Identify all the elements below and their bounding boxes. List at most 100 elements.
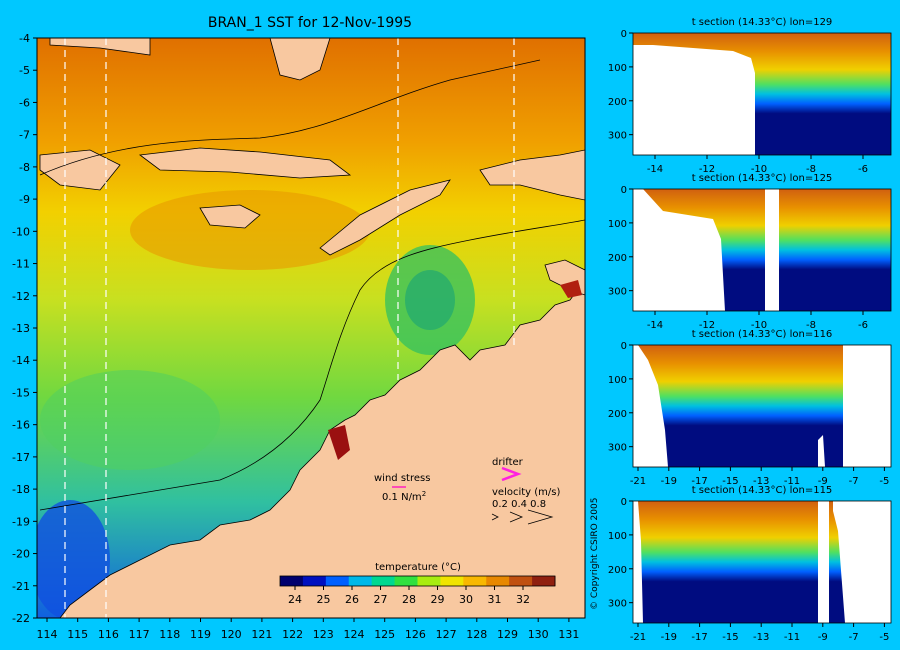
section-xtick-label: -12 — [699, 320, 715, 331]
section-xtick-label: -8 — [806, 320, 816, 331]
section-nodata — [633, 345, 891, 467]
lon-tick-label: 123 — [313, 628, 334, 641]
lat-tick-label: -12 — [12, 290, 30, 303]
colorbar-tick-label: 30 — [459, 593, 473, 606]
red-inlet — [328, 425, 350, 460]
section-xtick-label: -10 — [751, 164, 767, 175]
java-island — [49, 38, 151, 56]
colorbar-swatch — [463, 576, 487, 586]
colorbar-swatch — [417, 576, 441, 586]
colorbar-label: temperature (°C) — [375, 562, 461, 573]
lat-tick-label: -20 — [12, 548, 30, 561]
lon-tick-label: 130 — [528, 628, 549, 641]
section-xtick-label: -9 — [818, 632, 828, 643]
colorbar-swatch — [302, 576, 327, 586]
lon-tick-label: 120 — [221, 628, 242, 641]
shelf-contour — [39, 59, 585, 511]
lat-tick-label: -17 — [12, 451, 30, 464]
colorbar-tick-label: 28 — [402, 593, 416, 606]
colorbar-swatch — [280, 576, 304, 586]
longitude-axis: 114 115 116 117 118 119 120 121 122 123 124 125 126 1… — [37, 618, 579, 641]
lat-tick-label: -15 — [12, 386, 30, 399]
velocity-scale: 0.2 0.4 0.8 — [492, 499, 546, 510]
sumbawa-island — [39, 149, 121, 191]
section-xtick-label: -19 — [661, 632, 677, 643]
section-title: t section (14.33°C) lon=129 — [692, 17, 833, 28]
section-xtick-label: -6 — [858, 320, 868, 331]
wind-stress-scale: 0.1 N/m2 — [382, 490, 426, 503]
warm-patch — [130, 190, 370, 270]
section-ytick-label: 200 — [608, 253, 627, 264]
colorbar-tick-label: 25 — [317, 593, 331, 606]
australia-land — [59, 279, 585, 618]
colorbar-swatch — [325, 576, 350, 586]
section-xtick-label: -9 — [818, 476, 828, 487]
section-xtick-label: -13 — [753, 632, 769, 643]
lat-tick-label: -7 — [19, 129, 30, 142]
colorbar-swatch — [486, 576, 510, 586]
section-xtick-label: -19 — [661, 476, 677, 487]
section-title: t section (14.33°C) lon=125 — [692, 173, 833, 184]
lat-tick-label: -11 — [12, 258, 30, 271]
lon-tick-label: 122 — [282, 628, 303, 641]
lat-tick-label: -4 — [19, 32, 30, 45]
drifter-label: drifter — [492, 457, 524, 468]
section-ytick-label: 100 — [608, 375, 627, 386]
section-frame — [632, 500, 892, 624]
lat-tick-label: -10 — [12, 225, 30, 238]
section-ytick-label: 300 — [608, 443, 627, 454]
section-ytick-label: 100 — [608, 531, 627, 542]
sulawesi-island — [269, 38, 331, 81]
section-title: t section (14.33°C) lon=115 — [692, 485, 833, 496]
lat-tick-label: -18 — [12, 483, 30, 496]
wind-stress-label: wind stress — [374, 473, 430, 484]
section-xtick-label: -8 — [806, 164, 816, 175]
lon-tick-label: 127 — [436, 628, 457, 641]
section-nodata — [633, 189, 779, 311]
section-panel: t section (14.33°C) lon=125 0 100 200 300 -14… — [608, 173, 892, 331]
lat-tick-label: -13 — [12, 322, 30, 335]
colorbar-tick-label: 24 — [288, 593, 302, 606]
cool-eddy-core — [405, 270, 455, 330]
section-xtick-label: -12 — [699, 164, 715, 175]
lat-tick-label: -8 — [19, 161, 30, 174]
section-frame — [632, 188, 892, 312]
lon-tick-label: 124 — [344, 628, 365, 641]
section-xtick-label: -6 — [858, 164, 868, 175]
lat-tick-label: -5 — [19, 64, 30, 77]
banda-islands — [479, 149, 585, 201]
section-xtick-label: -17 — [691, 476, 707, 487]
colorbar-swatch — [371, 576, 396, 586]
colorbar-tick-label: 32 — [516, 593, 530, 606]
latitude-axis: -4 -5 -6 -7 -8 -9 -10 -11 -12 -13 -14 -15 -16 -17 -18 -… — [12, 32, 37, 625]
section-xtick-label: -15 — [722, 476, 738, 487]
section-ytick-label: 0 — [621, 185, 627, 196]
section-frame — [632, 344, 892, 468]
colorbar-swatch — [509, 576, 533, 586]
section-ytick-label: 300 — [608, 287, 627, 298]
lon-tick-label: 118 — [159, 628, 180, 641]
section-xtick-label: -13 — [753, 476, 769, 487]
section-xtick-label: -5 — [879, 476, 889, 487]
map-title: BRAN_1 SST for 12-Nov-1995 — [208, 15, 412, 31]
section-panel: t section (14.33°C) lon=129 0 100 200 300 -14… — [608, 17, 892, 175]
section-xtick-label: -14 — [647, 320, 663, 331]
section-ytick-label: 100 — [608, 219, 627, 230]
section-ytick-label: 200 — [608, 565, 627, 576]
copyright-text: © Copyright CSIRO 2005 — [590, 498, 600, 610]
flores-island — [138, 147, 352, 179]
section-panel: t section (14.33°C) lon=115 0 100 200 300 -21… — [608, 485, 892, 643]
section-xtick-label: -14 — [647, 164, 663, 175]
lon-tick-label: 126 — [405, 628, 426, 641]
section-xtick-label: -11 — [784, 632, 800, 643]
lon-tick-label: 129 — [497, 628, 518, 641]
section-xtick-label: -10 — [751, 320, 767, 331]
section-ytick-label: 200 — [608, 409, 627, 420]
lat-tick-label: -14 — [12, 354, 30, 367]
section-xtick-label: -5 — [879, 632, 889, 643]
section-nodata — [633, 501, 891, 623]
section-panels: t section (14.33°C) lon=129 0 100 200 300 -14… — [608, 17, 892, 643]
lat-tick-label: -6 — [19, 96, 30, 109]
colorbar-swatch — [394, 576, 418, 586]
velocity-arrows-icon — [491, 509, 554, 525]
